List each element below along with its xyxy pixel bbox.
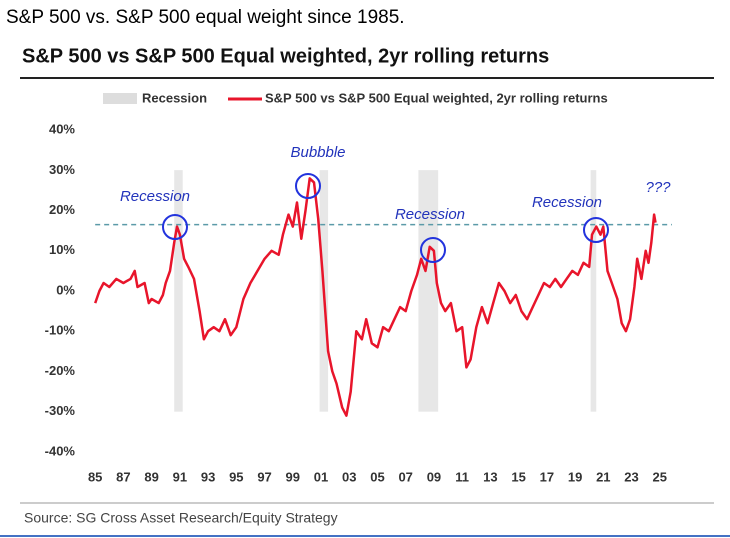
annotation-circle	[583, 217, 609, 243]
x-tick-label: 21	[596, 469, 610, 484]
x-tick-label: 11	[455, 469, 469, 484]
x-tick-label: 25	[653, 469, 667, 484]
y-tick-label: 20%	[49, 202, 75, 217]
chart-title: S&P 500 vs S&P 500 Equal weighted, 2yr r…	[22, 45, 549, 67]
x-tick-label: 99	[286, 469, 300, 484]
x-tick-label: 13	[483, 469, 497, 484]
x-tick-label: 17	[540, 469, 554, 484]
x-tick-label: 91	[173, 469, 187, 484]
x-tick-label: 07	[398, 469, 412, 484]
legend-recession-swatch	[103, 93, 137, 104]
x-tick-label: 89	[144, 469, 158, 484]
legend-series: S&P 500 vs S&P 500 Equal weighted, 2yr r…	[265, 90, 608, 105]
x-tick-label: 15	[511, 469, 525, 484]
x-tick-label: 05	[370, 469, 384, 484]
caption: S&P 500 vs. S&P 500 equal weight since 1…	[6, 7, 405, 28]
y-tick-label: 10%	[49, 242, 75, 257]
recession-band	[174, 170, 183, 412]
annotation: Bubbble	[290, 144, 345, 161]
x-tick-label: 09	[427, 469, 441, 484]
annotation-circle	[420, 237, 446, 263]
y-tick-label: 30%	[49, 162, 75, 177]
y-tick-label: 40%	[49, 122, 75, 137]
annotation: ???	[645, 179, 671, 196]
plot: 40% 30% 20% 10% 0% -10% -20% -30% -40% 85 87 89 91 93…	[45, 122, 672, 484]
y-tick-label: -10%	[45, 323, 76, 338]
y-tick-label: -40%	[45, 443, 76, 458]
y-tick-label: 0%	[56, 282, 75, 297]
x-tick-label: 87	[116, 469, 130, 484]
series-line	[94, 177, 657, 417]
x-tick-label: 23	[624, 469, 638, 484]
legend-recession: Recession	[142, 90, 207, 105]
annotation: Recession	[395, 206, 465, 223]
x-tick-label: 85	[88, 469, 102, 484]
annotation-circle	[295, 173, 321, 199]
x-tick-label: 19	[568, 469, 582, 484]
y-tick-label: -20%	[45, 363, 76, 378]
annotation: Recession	[532, 194, 602, 211]
recession-band	[418, 170, 439, 412]
annotation: Recession	[120, 188, 190, 205]
x-tick-label: 97	[257, 469, 271, 484]
x-tick-label: 01	[314, 469, 328, 484]
source: Source: SG Cross Asset Research/Equity S…	[24, 510, 338, 526]
x-tick-label: 95	[229, 469, 243, 484]
y-tick-label: -30%	[45, 403, 76, 418]
annotation-circle	[162, 214, 188, 240]
x-tick-label: 03	[342, 469, 356, 484]
recession-band	[590, 170, 597, 412]
x-tick-label: 93	[201, 469, 215, 484]
